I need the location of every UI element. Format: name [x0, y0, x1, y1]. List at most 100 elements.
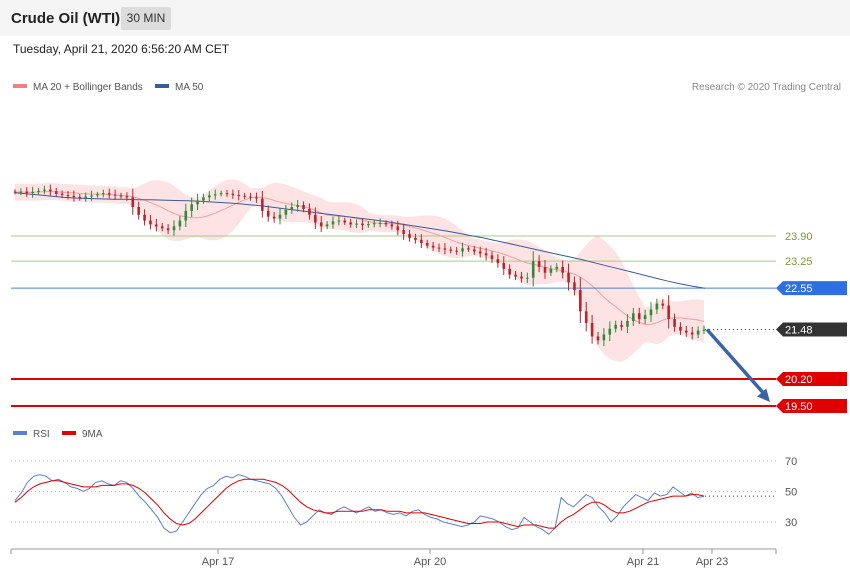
timeframe-badge[interactable]: 30 MIN: [121, 7, 171, 30]
rsi-tick-label: 50: [785, 487, 797, 499]
legend-swatch-rsi: [13, 431, 27, 435]
candle-body: [143, 214, 146, 221]
candle-body: [637, 313, 641, 320]
x-tick-label: Apr 20: [414, 556, 446, 568]
candle-body: [102, 193, 105, 195]
candle-body: [25, 191, 29, 194]
x-axis-ticks: Apr 17 Apr 20 Apr 21 Apr 23: [202, 549, 728, 568]
candle-body: [125, 196, 129, 198]
candle-body: [596, 336, 600, 341]
candle-body: [655, 303, 659, 310]
bollinger-band-area: [15, 179, 704, 362]
candle-body: [308, 208, 311, 215]
candle-body: [561, 266, 564, 273]
candle-body: [107, 193, 111, 195]
projection-arrowhead: [757, 388, 770, 402]
rsi-line: [14, 474, 705, 535]
candle-body: [49, 189, 52, 192]
report-datetime: Tuesday, April 21, 2020 6:56:20 AM CET: [13, 42, 230, 56]
candle-body: [190, 204, 193, 211]
candle-body: [626, 321, 629, 327]
candle-body: [584, 311, 588, 323]
attribution: Research © 2020 Trading Central: [692, 82, 841, 93]
candle-body: [119, 195, 123, 197]
candle-body: [602, 334, 606, 341]
candle-body: [231, 193, 235, 196]
candle-body: [266, 210, 270, 217]
candle-body: [478, 251, 482, 254]
candle-body: [213, 194, 217, 196]
candle-body: [608, 328, 612, 335]
candle-body: [272, 216, 276, 219]
candle-body: [290, 207, 294, 210]
candle-body: [679, 326, 682, 331]
projection-arrow: [705, 328, 770, 402]
candle-body: [390, 224, 394, 227]
candle-body: [632, 313, 635, 321]
candle-body: [155, 224, 158, 227]
legend-rsi-ma: 9MA: [82, 429, 103, 440]
candle-body: [202, 197, 205, 201]
candle-body: [372, 223, 376, 225]
candle-body: [361, 223, 364, 226]
candle-body: [196, 200, 199, 205]
candle-body: [661, 303, 665, 306]
candle-body: [60, 193, 64, 196]
candle-body: [496, 259, 500, 264]
candle-body: [567, 272, 570, 283]
candle-body: [402, 230, 405, 235]
candle-body: [302, 205, 305, 209]
legend-ma50: MA 50: [175, 82, 204, 93]
candlesticks: [13, 184, 706, 347]
candle-body: [573, 282, 576, 291]
level-label-bg-support: [776, 371, 847, 386]
candle-body: [473, 249, 476, 252]
candle-body: [696, 330, 700, 335]
candle-body: [19, 191, 23, 193]
candle-body: [579, 290, 582, 312]
price-levels: [11, 235, 776, 407]
legend-rsi: RSI: [33, 429, 50, 440]
candle-body: [166, 228, 170, 231]
x-tick-label: Apr 21: [627, 556, 659, 568]
level-label-resistance: 23.90: [785, 231, 813, 243]
ma50-line: [14, 192, 706, 289]
candle-body: [420, 239, 423, 243]
candle-body: [278, 214, 282, 219]
candle-body: [673, 319, 676, 327]
candle-body: [437, 247, 441, 249]
level-label-bg-last: [776, 322, 847, 337]
candle-body: [90, 195, 93, 197]
candle-body: [443, 248, 447, 250]
candle-body: [178, 220, 182, 227]
candle-body: [43, 189, 46, 191]
candle-body: [160, 226, 164, 229]
rsi-ma-line: [14, 478, 705, 529]
candle-body: [172, 226, 176, 231]
candle-body: [208, 195, 211, 198]
candle-body: [455, 250, 458, 252]
candle-body: [343, 220, 347, 223]
candle-body: [113, 194, 117, 196]
candle-body: [349, 222, 352, 225]
candle-body: [526, 277, 529, 279]
projection-arrow-shaft: [705, 328, 768, 398]
candle-body: [396, 226, 400, 231]
candle-body: [685, 330, 688, 333]
candle-body: [131, 197, 135, 208]
candle-body: [367, 224, 370, 226]
candle-body: [502, 263, 506, 269]
x-tick-label: Apr 17: [202, 556, 234, 568]
candle-body: [555, 266, 559, 269]
legend-swatch-rsi-ma: [62, 431, 76, 435]
candle-body: [449, 249, 453, 251]
candle-body: [319, 222, 323, 227]
candle-body: [520, 276, 523, 279]
candle-body: [590, 322, 594, 337]
candle-body: [325, 224, 329, 227]
candle-body: [531, 261, 535, 278]
candle-body: [484, 253, 488, 256]
candle-body: [54, 191, 58, 194]
candle-body: [137, 207, 140, 215]
